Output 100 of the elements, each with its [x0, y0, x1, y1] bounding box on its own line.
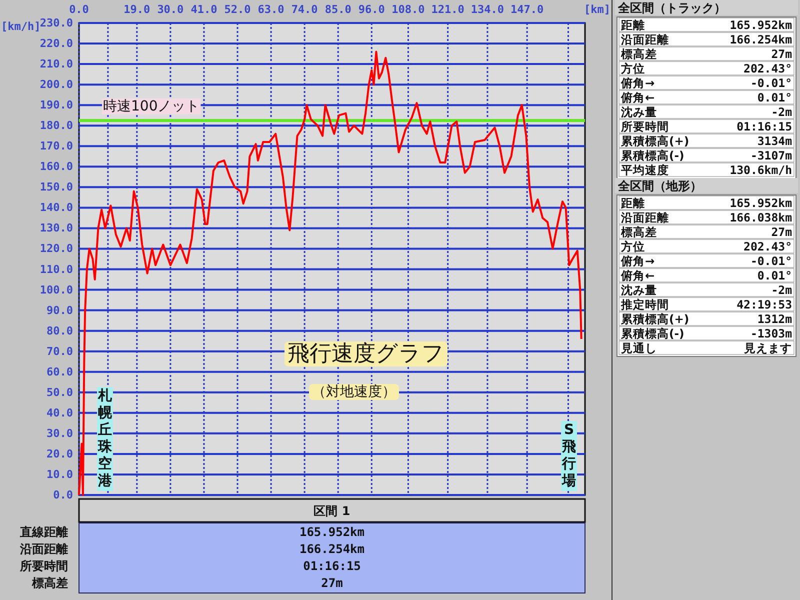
y-tick-label: 40.0	[46, 406, 73, 420]
y-tick-label: 60.0	[46, 365, 73, 378]
text: 1312m	[757, 312, 792, 326]
x-tick-label: 121.0	[431, 3, 464, 16]
text: 01:16:15	[303, 559, 361, 573]
y-tick-label: 140.0	[40, 201, 73, 214]
y-tick-label: 90.0	[46, 304, 73, 317]
text: 飛行速度グラフ	[288, 342, 444, 366]
text: 130.6km/h	[730, 163, 792, 177]
y-tick-label: 230.0	[40, 16, 73, 30]
y-tick-label: 20.0	[46, 447, 73, 460]
text: 0.01°	[757, 268, 792, 282]
text: 俯角←	[620, 268, 655, 282]
text: 沿面距離	[620, 210, 669, 224]
annotation: 札幌丘珠空港	[97, 387, 113, 491]
y-tick-label: 110.0	[40, 262, 73, 276]
y-tick-label: 10.0	[46, 468, 73, 481]
text: 166.038km	[730, 210, 792, 224]
text: -0.01°	[750, 254, 792, 268]
text: -0.01°	[750, 76, 792, 90]
text: 見えます	[743, 341, 792, 355]
x-tick-label: 52.0	[224, 3, 251, 16]
text: 27m	[771, 225, 792, 239]
x-tick-label: 19.0	[124, 3, 150, 16]
x-tick-label: 85.0	[324, 3, 352, 16]
y-tick-label: 30.0	[46, 426, 73, 440]
x-tick-label: 63.0	[258, 3, 284, 16]
text: 平均速度	[620, 163, 669, 177]
text: 27m	[771, 47, 792, 61]
text: 202.43°	[744, 62, 792, 76]
y-tick-label: 120.0	[40, 242, 73, 256]
text: 俯角→	[620, 76, 655, 90]
y-tick-label: 130.0	[40, 222, 73, 235]
y-tick-label: 170.0	[40, 140, 73, 153]
text: 累積標高(-)	[620, 148, 684, 162]
text: 01:16:15	[736, 120, 792, 134]
x-tick-label: 108.0	[392, 3, 425, 16]
text: 直線距離	[19, 525, 68, 539]
text: 見通し	[620, 341, 657, 355]
y-tick-label: 200.0	[40, 78, 73, 92]
text: 沿面距離	[19, 542, 68, 556]
text: 距離	[620, 18, 645, 32]
y-tick-label: 80.0	[46, 324, 73, 338]
y-tick-label: 50.0	[46, 386, 73, 399]
text: 42:19:53	[736, 298, 792, 312]
text: 沈み量	[620, 283, 657, 297]
text: 165.952km	[299, 525, 365, 539]
text: 27m	[321, 576, 343, 590]
text: 距離	[620, 196, 645, 210]
text: 標高差	[620, 225, 657, 239]
text: -2m	[771, 283, 792, 297]
x-axis-title: [km]	[584, 3, 610, 16]
text: 202.43°	[744, 240, 792, 254]
text: -1303m	[750, 326, 792, 340]
x-tick-label: 96.0	[358, 3, 385, 16]
y-tick-label: 180.0	[40, 119, 73, 132]
text: 標高差	[31, 576, 68, 590]
text: 165.952km	[730, 196, 792, 210]
text: 俯角←	[620, 90, 655, 104]
text: 累積標高(+)	[620, 312, 690, 326]
ref-line-label: 時速100ノット	[103, 98, 200, 114]
text: 3134m	[757, 134, 792, 148]
text: 区間 1	[314, 504, 350, 518]
x-tick-label: 30.0	[157, 3, 184, 16]
x-tick-label: 41.0	[190, 3, 218, 16]
line-series	[78, 50, 582, 496]
y-tick-label: 70.0	[46, 344, 73, 358]
text: 所要時間	[19, 559, 68, 573]
x-tick-label: 134.0	[470, 3, 504, 16]
y-tick-label: 150.0	[40, 180, 73, 194]
text: 沈み量	[620, 105, 657, 119]
text: 俯角→	[620, 254, 655, 268]
y-tick-label: 0.0	[53, 488, 73, 502]
x-tick-label: 0.0	[69, 3, 89, 16]
y-tick-label: 190.0	[40, 98, 73, 112]
text: 165.952km	[730, 18, 792, 32]
text: 標高差	[620, 47, 657, 61]
text: （対地速度）	[312, 384, 396, 400]
text: 所要時間	[620, 120, 669, 134]
annotation: S飛行場	[561, 421, 577, 491]
y-tick-label: 220.0	[40, 37, 73, 50]
y-tick-label: 100.0	[40, 283, 73, 296]
text: 累積標高(+)	[620, 134, 690, 148]
text: 166.254km	[299, 542, 365, 556]
text: -3107m	[750, 148, 792, 162]
text: 166.254km	[730, 32, 792, 46]
text: 0.01°	[757, 90, 792, 104]
x-tick-label: 74.0	[291, 3, 318, 16]
y-tick-label: 160.0	[40, 160, 73, 174]
y-tick-label: 210.0	[40, 58, 73, 71]
text: 全区間（トラック）	[617, 1, 726, 15]
text: 沿面距離	[620, 32, 669, 46]
text: 方位	[620, 62, 645, 76]
text: 累積標高(-)	[620, 326, 684, 340]
x-tick-label: 147.0	[510, 3, 544, 16]
text: -2m	[771, 105, 792, 119]
text: 推定時間	[620, 298, 669, 312]
y-axis-title: [km/h]	[1, 20, 41, 33]
text: 全区間（地形）	[617, 179, 702, 193]
text: 方位	[620, 240, 645, 254]
